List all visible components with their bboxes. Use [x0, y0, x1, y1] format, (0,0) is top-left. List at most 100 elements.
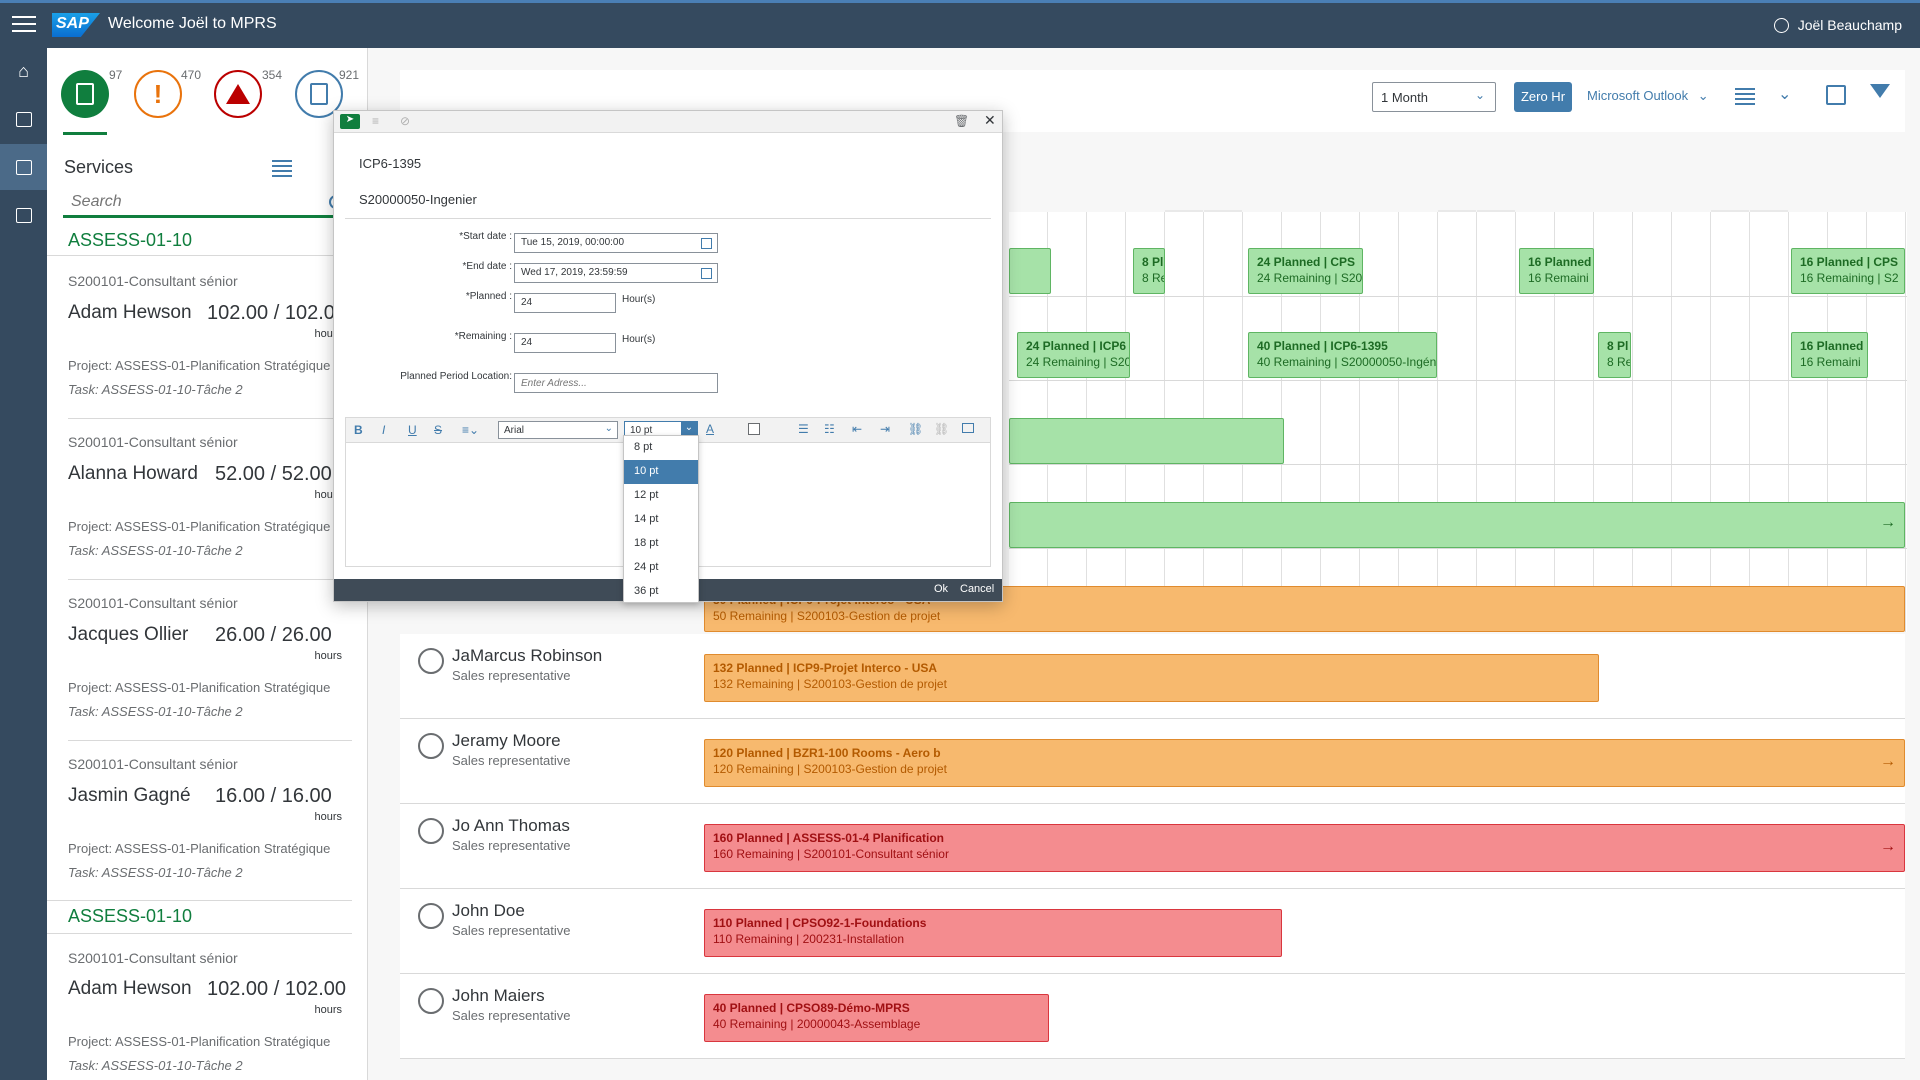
- kpi-warnings[interactable]: !: [134, 70, 182, 118]
- bar-title: 160 Planned | ASSESS-01-4 Planification: [713, 831, 944, 845]
- assignment-bar[interactable]: 120 Planned | BZR1-100 Rooms - Aero b 120…: [704, 739, 1905, 787]
- resource-row[interactable]: Jo Ann Thomas Sales representative 160 P…: [400, 804, 1905, 889]
- calendar-icon[interactable]: [701, 268, 712, 279]
- assignment-bar[interactable]: 16 Planned 16 Remaini: [1791, 332, 1868, 378]
- user-menu[interactable]: Joël Beauchamp: [1773, 17, 1902, 33]
- end-date-field[interactable]: Wed 17, 2019, 23:59:59: [514, 263, 718, 283]
- clipboard-check-icon: [76, 83, 94, 105]
- remaining-unit: Hour(s): [622, 334, 656, 345]
- bar-subtitle: 24 Remaining | S20: [1026, 355, 1130, 369]
- font-size-option-selected[interactable]: 10 pt: [624, 460, 698, 484]
- calendar-icon[interactable]: [1826, 85, 1846, 105]
- schedule-nav-button[interactable]: [0, 192, 47, 238]
- kpi-notes[interactable]: [295, 70, 343, 118]
- close-icon[interactable]: ✕: [984, 112, 996, 128]
- font-family-select[interactable]: Arial ⌄: [498, 421, 618, 439]
- search-field[interactable]: [63, 190, 347, 218]
- strikethrough-icon[interactable]: S: [434, 423, 443, 437]
- planned-field[interactable]: 24: [514, 293, 616, 313]
- notes-icon[interactable]: ≡: [372, 114, 380, 128]
- resource-row[interactable]: John Maiers Sales representative 40 Plan…: [400, 974, 1905, 1059]
- bold-icon[interactable]: B: [354, 423, 363, 437]
- unlink-icon[interactable]: ⛓: [934, 422, 950, 436]
- numbered-list-icon[interactable]: ☷: [824, 422, 835, 436]
- home-nav-button[interactable]: ⌂: [0, 48, 47, 94]
- planning-nav-button[interactable]: [0, 144, 47, 190]
- assignment-bar[interactable]: 160 Planned | ASSESS-01-4 Planification 1…: [704, 824, 1905, 872]
- assignment-bar[interactable]: 40 Planned | ICP6-1395 40 Remaining | S20…: [1248, 332, 1437, 378]
- resource-row[interactable]: JaMarcus Robinson Sales representative 1…: [400, 634, 1905, 719]
- calendar-check-nav-button[interactable]: [0, 96, 47, 142]
- font-size-option[interactable]: 14 pt: [634, 513, 659, 525]
- assignment-bar[interactable]: [1009, 418, 1284, 464]
- app-title: Welcome Joël to MPRS: [108, 15, 277, 32]
- text-color-icon[interactable]: A: [706, 422, 715, 436]
- list-view-icon[interactable]: [272, 158, 292, 177]
- italic-icon[interactable]: I: [382, 423, 386, 437]
- card-hours: 52.00 / 52.00: [215, 463, 332, 485]
- list-view-icon[interactable]: [1735, 86, 1755, 106]
- assignment-bar[interactable]: 8 Pl 8 Re: [1133, 248, 1165, 294]
- assignment-bar[interactable]: 110 Planned | CPSO92-1-Foundations 110 Re…: [704, 909, 1282, 957]
- resource-row[interactable]: Jeramy Moore Sales representative 120 Pl…: [400, 719, 1905, 804]
- resource-row[interactable]: John Doe Sales representative 110 Planne…: [400, 889, 1905, 974]
- person-icon: [418, 903, 444, 929]
- link-icon[interactable]: ⛓: [908, 422, 924, 436]
- card-project: Project: ASSESS-01-Planification Stratég…: [68, 1034, 331, 1049]
- delete-icon[interactable]: 🗑: [954, 114, 970, 128]
- zero-hr-button[interactable]: Zero Hr: [1514, 82, 1572, 112]
- clear-filter-icon[interactable]: [1870, 84, 1890, 98]
- assignment-bar[interactable]: 16 Planned 16 Remaini: [1519, 248, 1594, 294]
- assignment-bar[interactable]: 16 Planned | CPS 16 Remaining | S2: [1791, 248, 1905, 294]
- hamburger-menu-icon[interactable]: [12, 14, 36, 34]
- block-icon[interactable]: ⊘: [400, 114, 411, 128]
- bar-title: 16 Planned: [1528, 255, 1592, 269]
- send-icon[interactable]: ➤: [340, 114, 360, 129]
- underline-icon[interactable]: U: [408, 423, 417, 437]
- align-icon[interactable]: ≡⌄: [462, 423, 480, 437]
- assignment-bar[interactable]: 24 Planned | ICP6 24 Remaining | S20: [1017, 332, 1130, 378]
- remaining-field[interactable]: 24: [514, 333, 616, 353]
- bullet-list-icon[interactable]: ☰: [798, 422, 809, 436]
- outlook-select[interactable]: Microsoft Outlook ⌄: [1587, 88, 1709, 104]
- divider: [1009, 548, 1907, 549]
- calendar-icon[interactable]: [701, 238, 712, 249]
- assignment-bar[interactable]: →: [1009, 502, 1905, 548]
- resource-name: Jo Ann Thomas: [452, 816, 570, 835]
- assignment-bar[interactable]: [1009, 248, 1051, 294]
- bar-title: 8 Pl: [1607, 339, 1629, 353]
- search-input[interactable]: [63, 190, 293, 214]
- card-name: Adam Hewson: [68, 978, 192, 999]
- outdent-icon[interactable]: ⇤: [852, 422, 863, 436]
- assignment-bar[interactable]: 132 Planned | ICP9-Projet Interco - USA 1…: [704, 654, 1599, 702]
- arrow-right-icon[interactable]: →: [1880, 753, 1896, 770]
- assignment-bar[interactable]: 40 Planned | CPSO89-Démo-MPRS 40 Remainin…: [704, 994, 1049, 1042]
- chevron-down-icon: ⌄: [1697, 88, 1709, 103]
- image-icon[interactable]: [962, 423, 974, 433]
- location-input[interactable]: [514, 373, 718, 393]
- ok-button[interactable]: Ok: [934, 583, 949, 595]
- indent-icon[interactable]: ⇥: [880, 422, 891, 436]
- cancel-button[interactable]: Cancel: [960, 583, 995, 595]
- range-select[interactable]: 1 Month ⌄: [1372, 82, 1496, 112]
- bar-subtitle: 132 Remaining | S200103-Gestion de proje…: [713, 677, 947, 691]
- sap-logo: SAP: [52, 13, 100, 37]
- arrow-right-icon[interactable]: →: [1880, 838, 1896, 855]
- resource-name: JaMarcus Robinson: [452, 646, 603, 665]
- kpi-completed[interactable]: [61, 70, 109, 118]
- highlight-color-icon[interactable]: [748, 423, 760, 435]
- font-size-option[interactable]: 24 pt: [634, 561, 659, 573]
- chevron-down-icon[interactable]: ⌄: [1778, 86, 1792, 103]
- arrow-right-icon[interactable]: →: [1880, 514, 1896, 531]
- start-date-field[interactable]: Tue 15, 2019, 00:00:00: [514, 233, 718, 253]
- font-size-option[interactable]: 18 pt: [634, 537, 659, 549]
- assignment-bar[interactable]: 24 Planned | CPS 24 Remaining | S20: [1248, 248, 1363, 294]
- kpi-errors[interactable]: [214, 70, 262, 118]
- resource-role: Sales representative: [452, 1008, 571, 1023]
- card-role: S200101-Consultant sénior: [68, 434, 238, 450]
- font-size-option[interactable]: 8 pt: [634, 441, 653, 453]
- font-size-option[interactable]: 36 pt: [634, 585, 659, 597]
- font-size-option[interactable]: 12 pt: [634, 489, 659, 501]
- assignment-bar[interactable]: 8 Pl 8 Re: [1598, 332, 1631, 378]
- schedule-icon: [15, 207, 32, 223]
